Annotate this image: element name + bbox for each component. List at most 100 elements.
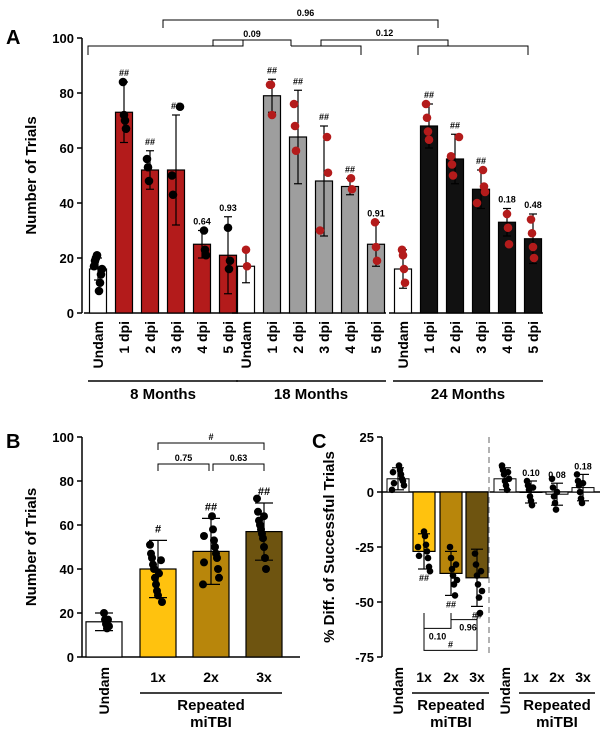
panel-c-p-label: 0.10 [522,468,540,478]
panel-c-x-tick-label: 3x [469,669,485,685]
panel-c-data-point [452,561,460,568]
panel-a-data-point [223,223,233,233]
panel-a-sig-label: ## [145,137,155,147]
panel-a-data-point [370,217,380,227]
panel-a-x-tick-label: 5 dpi [368,321,384,354]
panel-c-compare-2v3-label: 0.96 [459,623,477,633]
panel-c-data-point [422,541,430,549]
panel-b-letter: B [6,431,20,453]
panel-a-x-tick-label: 2 dpi [447,321,463,354]
panel-a-y-tick-label: 20 [60,251,74,266]
panel-a-data-point [372,256,382,266]
panel-c-data-point [446,543,454,551]
panel-c-data-point [475,594,483,601]
panel-a-data-point [241,245,251,255]
panel-c-y-tick-label: -50 [355,595,374,610]
panel-a-x-tick-label: 2 dpi [142,321,158,354]
panel-a-data-point [448,171,458,180]
panel-c-compare-1v3 [423,619,478,651]
panel-c-data-point [552,506,560,513]
panel-c-compare-1v2-label: 0.10 [429,631,447,641]
panel-a-sig-label: ## [171,101,181,111]
panel-a-data-point [446,151,456,161]
panel-b-y-label: Number of Trials [23,488,40,606]
panel-c-compare-1v3-label: # [448,639,453,649]
panel-c-group-label-left-line2: miTBI [430,714,472,731]
panel-c-letter: C [312,431,326,453]
panel-c-data-point [472,561,480,568]
panel-a-x-tick-label: Undam [90,321,106,368]
panel-c-group-label-right-line2: miTBI [536,714,578,731]
panel-a-data-point [454,132,464,142]
panel-c-data-point [400,482,408,489]
panel-c-data-point [504,468,512,476]
panel-c-group-label-right-line1: Repeated [523,697,591,714]
panel-c-data-point [415,552,423,560]
panel-a-y-tick-label: 60 [60,141,74,156]
panel-b-data-point [254,507,262,516]
panel-b-sig-label: ## [205,501,217,513]
panel-a-group-label: 18 Months [274,386,348,403]
panel-b-sig-label: ## [258,486,270,498]
panel-b-y-tick-label: 100 [52,430,74,445]
panel-a-data-point [423,127,433,136]
panel-a-data-point [346,173,356,183]
panel-c-x-tick-label: 1x [523,669,539,685]
panel-a-data-point [144,176,154,186]
panel-a-compare-8v18 [212,39,292,46]
panel-a-data-point [201,250,211,260]
panel-a-sig-label: ## [267,65,277,75]
panel-a-data-point [526,215,536,224]
panel-c-data-point [505,475,513,483]
panel-a-data-point [175,102,185,112]
panel-c-x-tick-label: Undam [497,667,513,714]
panel-c-data-point [414,543,422,551]
panel-c-data-point [578,499,586,507]
panel-a-p-label: 0.93 [219,203,237,213]
panel-a-data-point [447,160,457,169]
panel-c-data-point [503,486,511,494]
panel-c-x-tick-label: 2x [443,669,459,685]
panel-a-y-tick-label: 80 [60,86,74,101]
panel-b-group-label-line1: Repeated [177,697,245,714]
panel-b-x-tick-label: Undam [96,667,112,714]
panel-a-y-tick-label: 40 [60,196,74,211]
panel-b-sig-label: # [155,523,161,535]
panel-a-data-point [121,124,131,134]
panel-a-x-tick-label: 1 dpi [264,321,280,354]
panel-a-data-point [224,264,234,274]
panel-b-x-tick-label: 1x [150,669,166,685]
panel-a-data-point [398,250,408,260]
panel-a-x-tick-label: 5 dpi [525,321,541,354]
panel-b-data-point [152,580,160,589]
panel-a-x-tick-label: Undam [238,321,254,368]
panel-b-bar [245,530,283,658]
panel-a-data-point [347,184,357,194]
panel-b-group-label-line2: miTBI [190,714,232,731]
panel-a-compare-24-span [417,45,529,55]
panel-b-data-point [200,558,208,567]
panel-b-x-tick-label: 3x [256,669,272,685]
panel-c-data-point [389,468,397,476]
panel-a-data-point [167,171,177,180]
panel-a-compare-18v24-label: 0.12 [376,28,394,38]
panel-c-data-point [477,567,485,575]
panel-c-data-point [449,572,457,579]
panel-c-data-point [423,548,431,555]
panel-a-data-point [266,80,276,90]
panel-c-data-point [453,576,461,584]
panel-c-data-point [426,567,434,575]
panel-c-data-point [548,475,556,483]
panel-a-data-point [120,116,130,125]
panel-a-sig-label: ## [424,90,434,100]
panel-a-x-tick-label: 2 dpi [290,321,306,354]
panel-b-data-point [157,556,165,565]
panel-a-data-point [142,154,152,164]
panel-c-data-point [478,587,486,595]
panel-b-y-tick-label: 40 [60,562,74,577]
panel-a-data-point [424,135,434,145]
panel-a-x-tick-label: 4 dpi [342,321,358,354]
panel-c-data-point [474,581,482,588]
panel-a-x-tick-label: 4 dpi [499,321,515,354]
panel-a-data-point [291,146,301,156]
